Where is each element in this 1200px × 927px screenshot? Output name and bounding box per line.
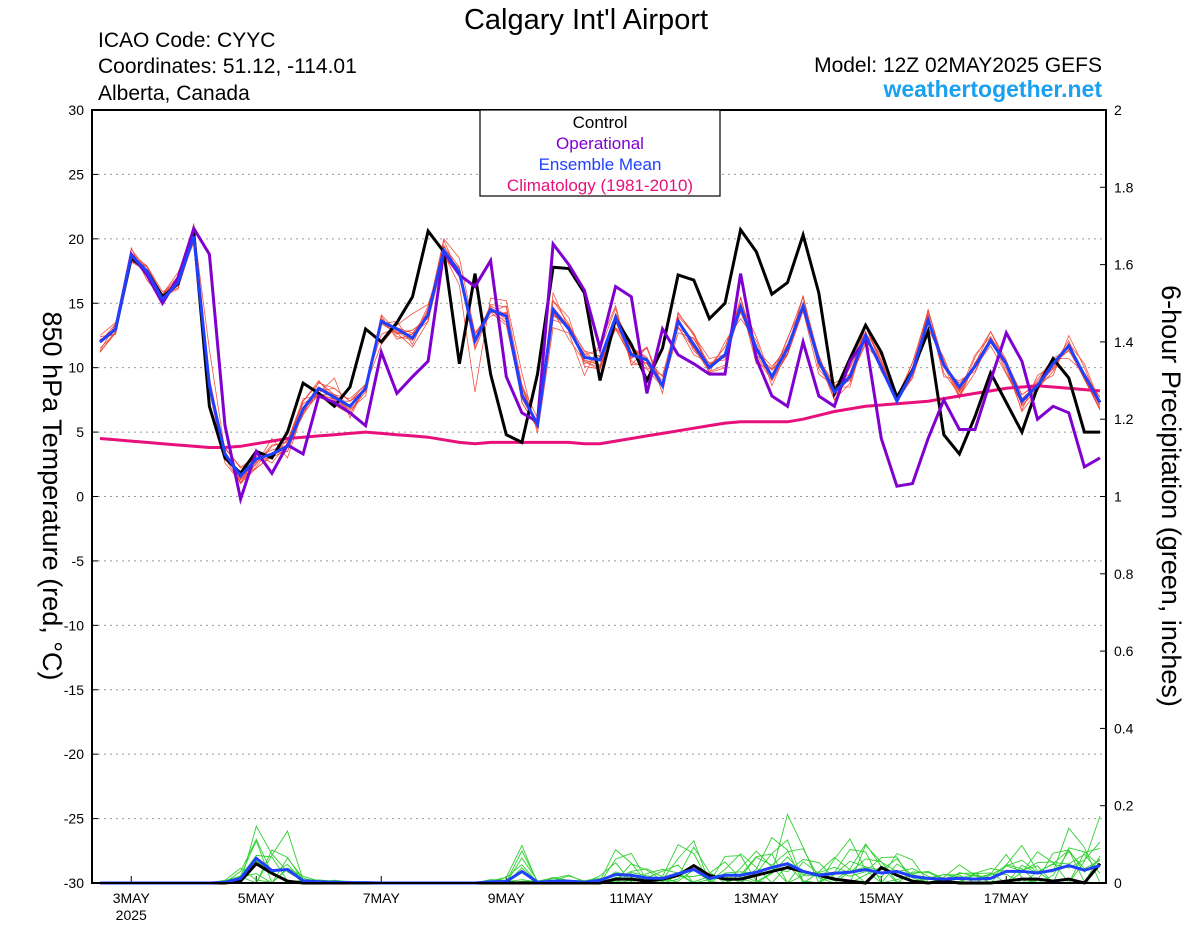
plot-frame <box>91 109 1107 884</box>
left-tick-label: 30 <box>68 102 84 118</box>
x-tick-label: 9MAY <box>488 890 526 906</box>
right-tick-label: 2 <box>1114 102 1122 118</box>
left-tick-label: 15 <box>68 295 84 311</box>
operational-temperature-line <box>99 224 1101 505</box>
right-tick-label: 1 <box>1114 489 1122 505</box>
mean-temperature-line <box>99 235 1102 479</box>
x-tick-label: 11MAY <box>609 890 653 906</box>
left-tick-label: 0 <box>76 489 84 505</box>
x-tick-label: 7MAY <box>363 890 401 906</box>
site-name[interactable]: weathertogether.net <box>882 76 1102 102</box>
left-tick-label: 10 <box>68 360 84 376</box>
legend-control: Control <box>573 113 628 132</box>
region: Alberta, Canada <box>98 82 250 105</box>
climatology-line <box>99 384 1101 449</box>
main-series-lines <box>99 224 1102 885</box>
left-tick-label: 5 <box>76 424 84 440</box>
right-tick-label: 1.2 <box>1114 411 1134 427</box>
x-tick-label: 15MAY <box>859 890 905 906</box>
chart-title: Calgary Int'l Airport <box>464 4 708 36</box>
right-tick-label: 0.8 <box>1114 566 1134 582</box>
right-tick-label: 1.4 <box>1114 334 1134 350</box>
left-tick-label: -15 <box>64 682 84 698</box>
precip-member-line <box>100 825 1101 884</box>
left-tick-label: -30 <box>64 875 84 891</box>
left-tick-label: -5 <box>72 553 85 569</box>
legend-climatology: Climatology (1981-2010) <box>507 176 693 195</box>
icao-code: ICAO Code: CYYC <box>98 29 275 52</box>
right-tick-label: 0.4 <box>1114 720 1134 736</box>
x-tick-label: 3MAY <box>113 890 151 906</box>
x-tick-year: 2025 <box>116 907 147 923</box>
coordinates: Coordinates: 51.12, -114.01 <box>98 55 357 78</box>
grid-lines <box>92 173 1106 820</box>
right-axis-ticks: 2 1.8 1.6 1.4 1.2 1 0.8 0.6 0.4 0.2 0 <box>1100 102 1134 891</box>
x-tick-label: 5MAY <box>238 890 276 906</box>
right-tick-label: 1.8 <box>1114 179 1134 195</box>
right-tick-label: 0.2 <box>1114 798 1134 814</box>
right-axis-label: 6-hour Precipitation (green, inches) <box>1156 285 1186 707</box>
legend-box <box>479 109 721 197</box>
left-axis-label: 850 hPa Temperature (red, °C) <box>37 312 67 681</box>
left-tick-label: 20 <box>68 231 84 247</box>
mean-precip-line <box>100 856 1101 885</box>
model-run: Model: 12Z 02MAY2025 GEFS <box>814 54 1102 77</box>
left-tick-label: 25 <box>68 166 84 182</box>
left-tick-label: -20 <box>64 746 84 762</box>
legend: Control Operational Ensemble Mean Climat… <box>479 109 721 197</box>
x-tick-label: 17MAY <box>984 890 1030 906</box>
left-axis-ticks: 30 25 20 15 10 5 0 -5 -10 -15 -20 -25 -30 <box>64 102 98 891</box>
right-tick-label: 1.6 <box>1114 257 1134 273</box>
right-tick-label: 0 <box>1114 875 1122 891</box>
left-tick-label: -25 <box>64 811 84 827</box>
left-tick-label: -10 <box>64 617 84 633</box>
right-tick-label: 0.6 <box>1114 643 1134 659</box>
x-tick-label: 13MAY <box>734 890 780 906</box>
legend-operational: Operational <box>556 134 644 153</box>
legend-ensemble-mean: Ensemble Mean <box>539 155 662 174</box>
